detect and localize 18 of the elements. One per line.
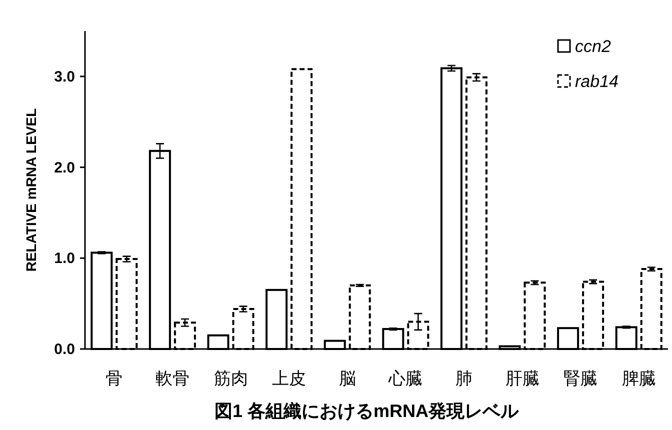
- x-tick-label: 軟骨: [155, 369, 190, 388]
- y-tick-label: 3.0: [54, 68, 75, 86]
- x-tick-label: 腎臓: [564, 369, 598, 388]
- x-tick-label: 筋肉: [214, 369, 248, 388]
- x-tick-label: 肝臓: [505, 369, 540, 388]
- y-axis-title: RELATIVE mRNA LEVEL: [23, 108, 39, 272]
- x-tick-label: 上皮: [272, 369, 306, 388]
- x-tick-label: 骨: [106, 369, 123, 388]
- text: 図1 各組織におけるmRNA発現レベル: [214, 401, 520, 421]
- y-tick-label: 0.0: [54, 341, 75, 358]
- y-tick-label: 1.0: [54, 250, 75, 268]
- x-tick-label: 心臓: [388, 369, 423, 388]
- x-tick-label: 肺: [455, 369, 472, 388]
- x-tick-label: 脳: [338, 369, 356, 388]
- legend-label: rab14: [575, 72, 618, 91]
- x-tick-label: 脾臓: [622, 369, 656, 388]
- legend-label: ccn2: [575, 37, 612, 56]
- y-tick-label: 2.0: [54, 159, 75, 176]
